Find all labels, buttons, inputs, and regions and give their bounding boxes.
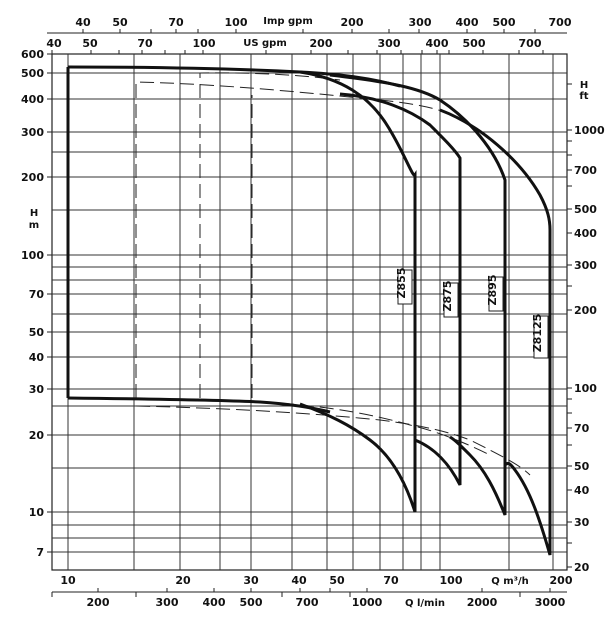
impgpm-tick-200: 200 xyxy=(341,16,364,29)
right-tick-20: 20 xyxy=(574,561,590,574)
bottom-tick-200: 200 xyxy=(550,574,573,587)
svg-text:Z895: Z895 xyxy=(486,275,499,306)
right-axis-title-unit: ft xyxy=(579,91,588,102)
right-tick-30: 30 xyxy=(574,516,590,529)
curve-label-z8125: Z8125 xyxy=(531,314,549,359)
right-tick-400: 400 xyxy=(574,227,597,240)
left-tick-7: 7 xyxy=(36,546,44,559)
bottom-tick-10: 10 xyxy=(60,574,76,587)
left-tick-500: 500 xyxy=(21,67,44,80)
right-axis-title-h: H xyxy=(580,80,588,91)
bottom-secondary-axis-ticks xyxy=(51,588,551,597)
right-tick-100: 100 xyxy=(574,382,597,395)
lmin-tick-500: 500 xyxy=(240,596,263,609)
plot-frame xyxy=(51,53,568,571)
lmin-tick-300: 300 xyxy=(156,596,179,609)
impgpm-tick-70: 70 xyxy=(168,16,184,29)
left-tick-200: 200 xyxy=(21,171,44,184)
bottom-primary-axis-labels: 10 20 30 40 50 70 100 200 xyxy=(60,574,572,587)
bottom-secondary-axis-title: Q l/min xyxy=(405,598,445,609)
curve-label-z875: Z875 xyxy=(441,281,459,318)
curve-z895 xyxy=(329,73,507,516)
usgpm-tick-70: 70 xyxy=(137,37,153,50)
right-tick-1000: 1000 xyxy=(574,124,605,137)
bottom-primary-axis-title: Q m³/h xyxy=(491,576,529,587)
impgpm-tick-400: 400 xyxy=(456,16,479,29)
svg-text:Z8125: Z8125 xyxy=(531,314,544,353)
right-tick-300: 300 xyxy=(574,259,597,272)
right-tick-200: 200 xyxy=(574,304,597,317)
lmin-tick-400: 400 xyxy=(203,596,226,609)
bottom-tick-50: 50 xyxy=(329,574,345,587)
top-secondary-axis-labels: 40 50 70 100 200 300 400 500 700 xyxy=(75,16,571,29)
bottom-tick-70: 70 xyxy=(383,574,399,587)
left-axis-title-unit: m xyxy=(29,220,39,231)
bottom-tick-20: 20 xyxy=(175,574,191,587)
lmin-tick-700: 700 xyxy=(296,596,319,609)
right-tick-70: 70 xyxy=(574,422,590,435)
impgpm-tick-500: 500 xyxy=(493,16,516,29)
lmin-tick-2000: 2000 xyxy=(467,596,498,609)
left-axis-ticks xyxy=(47,53,52,553)
top-secondary-axis-ticks xyxy=(82,29,536,33)
top-primary-axis-labels: 40 50 70 100 200 300 400 500 700 xyxy=(46,37,541,50)
impgpm-tick-300: 300 xyxy=(409,16,432,29)
usgpm-tick-200: 200 xyxy=(310,37,333,50)
right-tick-50: 50 xyxy=(574,460,590,473)
svg-text:Z855: Z855 xyxy=(395,268,408,299)
usgpm-tick-400: 400 xyxy=(426,37,449,50)
dashed-reference-curves xyxy=(135,72,531,476)
usgpm-tick-40: 40 xyxy=(46,37,62,50)
curve-z875 xyxy=(339,92,462,486)
curve-label-z895: Z895 xyxy=(486,275,504,312)
curve-z8125 xyxy=(439,108,552,556)
top-secondary-axis-title: Imp gpm xyxy=(263,16,313,27)
left-tick-40: 40 xyxy=(29,351,45,364)
top-primary-axis-title: US gpm xyxy=(243,38,287,49)
horizontal-gridlines xyxy=(52,72,567,553)
lmin-tick-1000: 1000 xyxy=(352,596,383,609)
right-axis-ticks xyxy=(567,83,572,568)
usgpm-tick-50: 50 xyxy=(82,37,98,50)
usgpm-tick-300: 300 xyxy=(378,37,401,50)
vertical-gridlines xyxy=(67,54,554,570)
top-primary-axis-ticks xyxy=(51,50,544,54)
right-tick-40: 40 xyxy=(574,484,590,497)
left-tick-20: 20 xyxy=(29,429,45,442)
bottom-tick-40: 40 xyxy=(291,574,307,587)
impgpm-tick-40: 40 xyxy=(75,16,91,29)
usgpm-tick-500: 500 xyxy=(463,37,486,50)
lmin-tick-3000: 3000 xyxy=(535,596,566,609)
impgpm-tick-100: 100 xyxy=(225,16,248,29)
left-tick-400: 400 xyxy=(21,93,44,106)
bottom-secondary-axis-labels: 200 300 400 500 700 1000 2000 3000 xyxy=(87,596,566,609)
right-tick-700: 700 xyxy=(574,164,597,177)
bottom-tick-30: 30 xyxy=(243,574,259,587)
impgpm-tick-700: 700 xyxy=(549,16,572,29)
bottom-tick-100: 100 xyxy=(440,574,463,587)
svg-text:Z875: Z875 xyxy=(441,281,454,312)
right-tick-500: 500 xyxy=(574,203,597,216)
left-tick-100: 100 xyxy=(21,249,44,262)
impgpm-tick-50: 50 xyxy=(112,16,128,29)
curve-label-z855: Z855 xyxy=(395,268,413,305)
left-axis-title-h: H xyxy=(30,208,38,219)
left-tick-30: 30 xyxy=(29,383,45,396)
left-tick-50: 50 xyxy=(29,326,45,339)
usgpm-tick-700: 700 xyxy=(519,37,542,50)
left-tick-600: 600 xyxy=(21,48,44,61)
left-tick-10: 10 xyxy=(29,506,45,519)
usgpm-tick-100: 100 xyxy=(193,37,216,50)
right-axis-labels: 1000 700 500 400 300 200 100 70 50 40 30… xyxy=(574,124,605,574)
left-tick-70: 70 xyxy=(29,288,45,301)
lmin-tick-200: 200 xyxy=(87,596,110,609)
left-axis-labels: 600 500 400 300 200 100 70 50 40 30 20 1… xyxy=(21,48,44,559)
envelope-lower-curve xyxy=(67,396,331,414)
left-tick-300: 300 xyxy=(21,126,44,139)
